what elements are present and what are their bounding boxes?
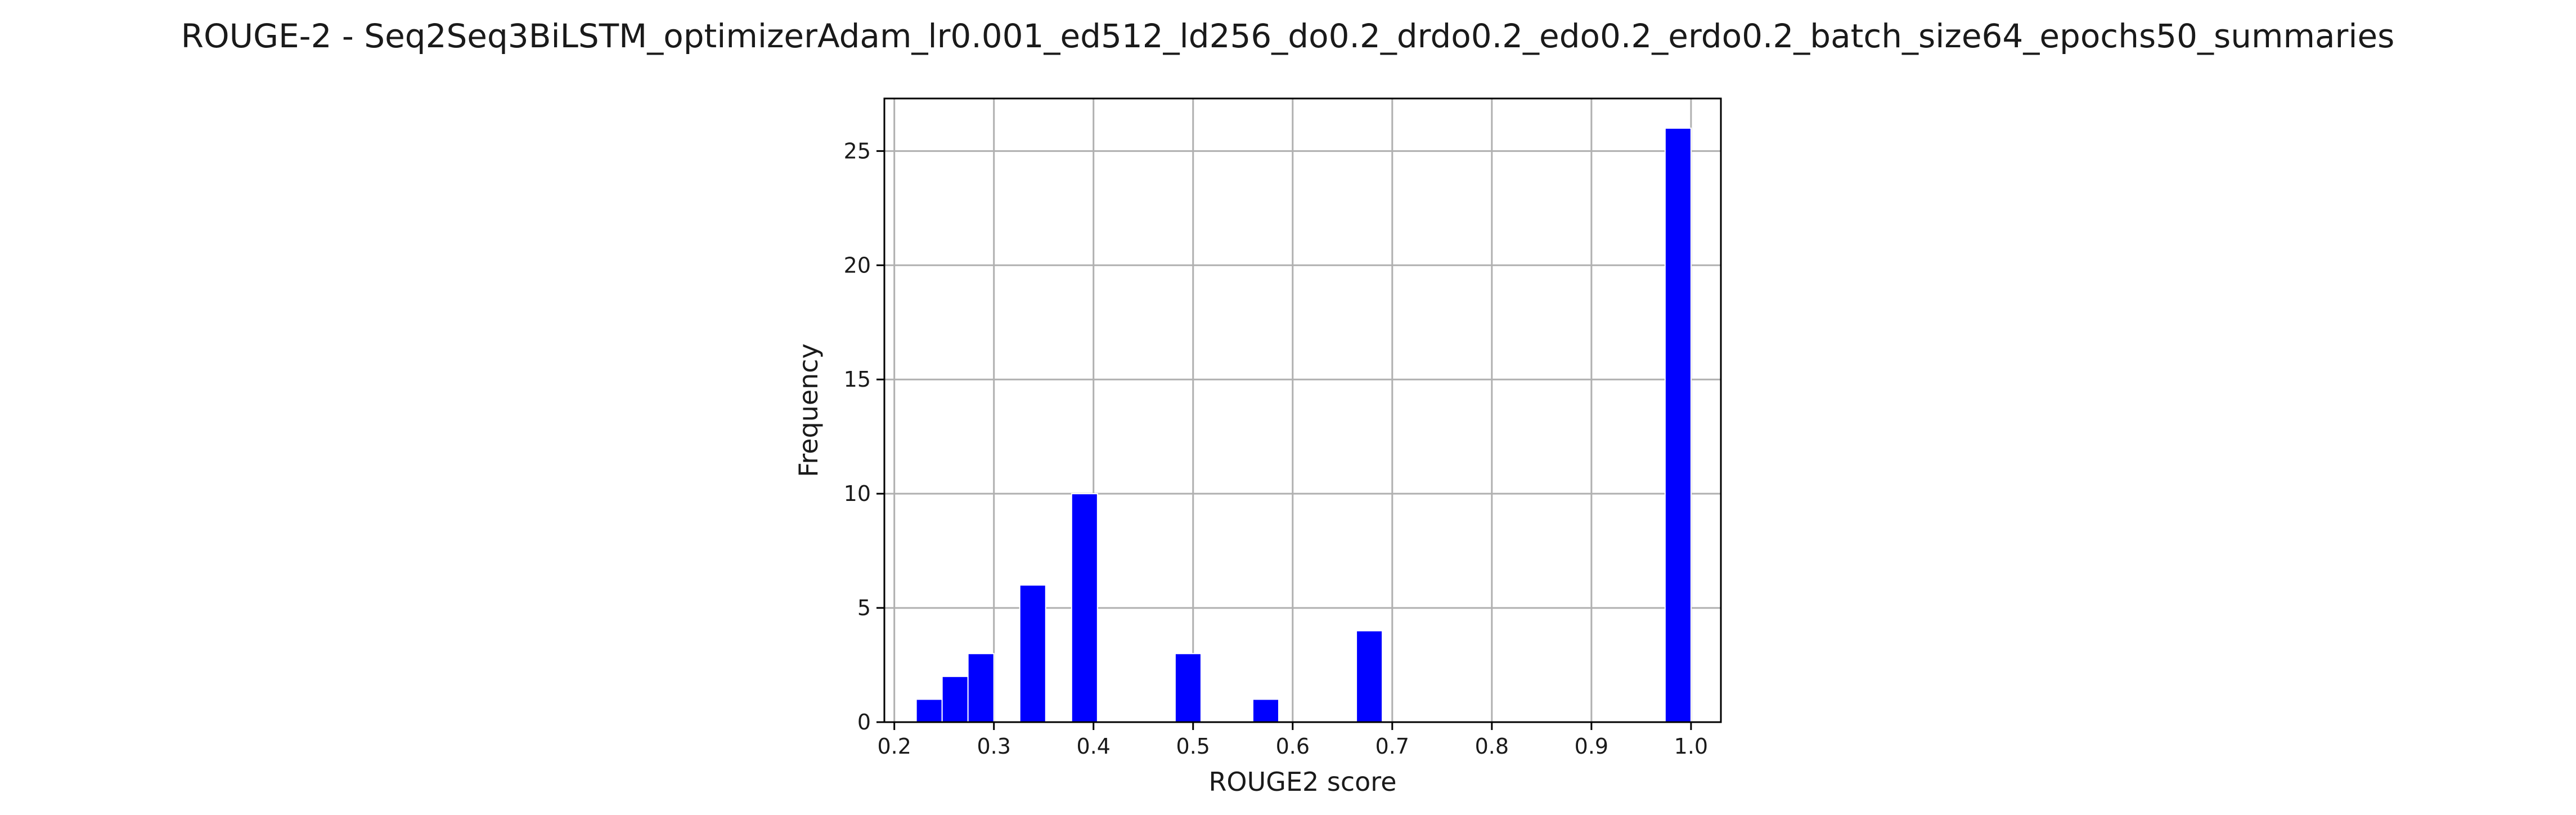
- y-tick-label: 5: [857, 595, 871, 620]
- histogram-bar: [1071, 493, 1098, 723]
- x-tick-label: 0.2: [877, 734, 911, 759]
- y-tick-label: 15: [844, 367, 871, 392]
- x-axis-ticks: 0.2 0.3 0.4 0.5 0.6 0.7 0.8 0.9 1.0: [877, 722, 1708, 759]
- histogram-bar: [915, 698, 943, 723]
- histogram-bars: [915, 127, 1692, 723]
- histogram-bar: [1252, 698, 1280, 723]
- x-tick-label: 1.0: [1674, 734, 1708, 759]
- x-tick-label: 0.5: [1176, 734, 1210, 759]
- histogram-bar: [1019, 584, 1046, 723]
- histogram-bar: [1356, 630, 1383, 723]
- chart-title: ROUGE-2 - Seq2Seq3BiLSTM_optimizerAdam_l…: [181, 17, 2395, 55]
- x-axis-label: ROUGE2 score: [1208, 767, 1396, 797]
- plot-area: 0.2 0.3 0.4 0.5 0.6 0.7 0.8 0.9 1.0 0 5 10 15 20 25: [844, 97, 1722, 759]
- x-tick-label: 0.8: [1475, 734, 1509, 759]
- x-tick-label: 0.7: [1375, 734, 1409, 759]
- y-tick-label: 20: [844, 253, 871, 277]
- y-tick-label: 10: [844, 481, 871, 506]
- x-tick-label: 0.9: [1575, 734, 1608, 759]
- x-tick-label: 0.6: [1276, 734, 1310, 759]
- y-tick-label: 0: [857, 710, 871, 735]
- axes-frame: [883, 97, 1722, 723]
- histogram-bar: [967, 653, 995, 723]
- histogram-bar: [941, 675, 969, 723]
- y-tick-label: 25: [844, 138, 871, 163]
- y-axis-label: Frequency: [793, 343, 824, 477]
- histogram-bar: [1174, 653, 1202, 723]
- x-tick-label: 0.3: [977, 734, 1011, 759]
- histogram-bar: [1664, 127, 1692, 723]
- x-tick-label: 0.4: [1077, 734, 1111, 759]
- y-axis-ticks: 0 5 10 15 20 25: [844, 138, 884, 735]
